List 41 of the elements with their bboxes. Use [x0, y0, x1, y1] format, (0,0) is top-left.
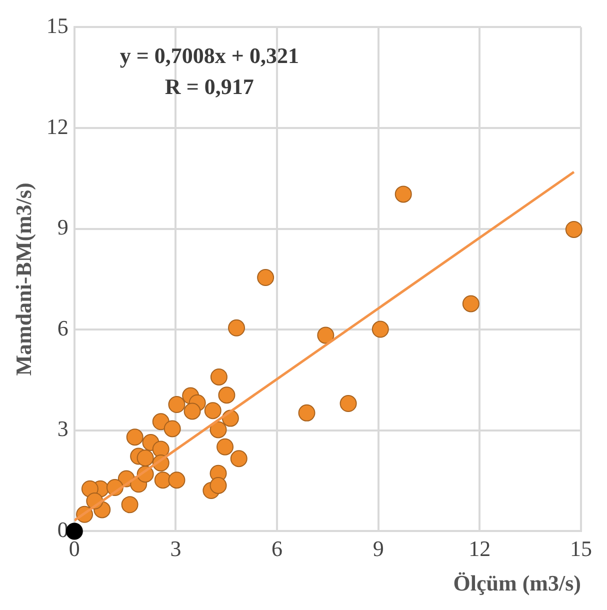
- point: [565, 220, 582, 238]
- x-axis-title: Ölçüm (m3/s): [453, 570, 581, 596]
- x-tick-label: 9: [372, 536, 384, 562]
- point: [317, 326, 334, 344]
- point: [298, 404, 316, 422]
- x-tick-label: 3: [170, 536, 182, 562]
- y-tick-label: 3: [57, 416, 68, 442]
- point: [210, 421, 227, 438]
- point: [257, 269, 274, 286]
- point: [66, 522, 83, 540]
- y-tick-label: 15: [46, 12, 68, 38]
- y-tick-label: 9: [57, 214, 68, 240]
- annotation: R = 0,917: [164, 74, 254, 99]
- point: [168, 396, 186, 414]
- y-tick-label: 6: [57, 315, 68, 340]
- point: [210, 477, 227, 494]
- point: [204, 402, 222, 420]
- point: [152, 413, 170, 430]
- y-tick-label: 12: [46, 114, 68, 139]
- point: [152, 440, 170, 458]
- x-tick-label: 6: [272, 536, 283, 562]
- point: [230, 450, 248, 468]
- point: [154, 472, 172, 489]
- point: [126, 428, 144, 446]
- point: [121, 496, 138, 514]
- point: [210, 368, 228, 386]
- point: [168, 472, 186, 489]
- point: [184, 402, 201, 420]
- point: [164, 420, 181, 438]
- point: [372, 320, 389, 338]
- point: [462, 295, 480, 312]
- point: [218, 386, 236, 404]
- point: [228, 319, 246, 336]
- annotation: y = 0,7008x + 0,321: [120, 42, 299, 68]
- x-tick-label: 15: [570, 536, 592, 562]
- x-tick-label: 12: [468, 536, 491, 562]
- point: [136, 449, 154, 466]
- point: [394, 186, 412, 203]
- point: [340, 395, 357, 412]
- point: [216, 438, 234, 456]
- y-axis-title: Mamdani-BM(m3/s): [10, 182, 36, 376]
